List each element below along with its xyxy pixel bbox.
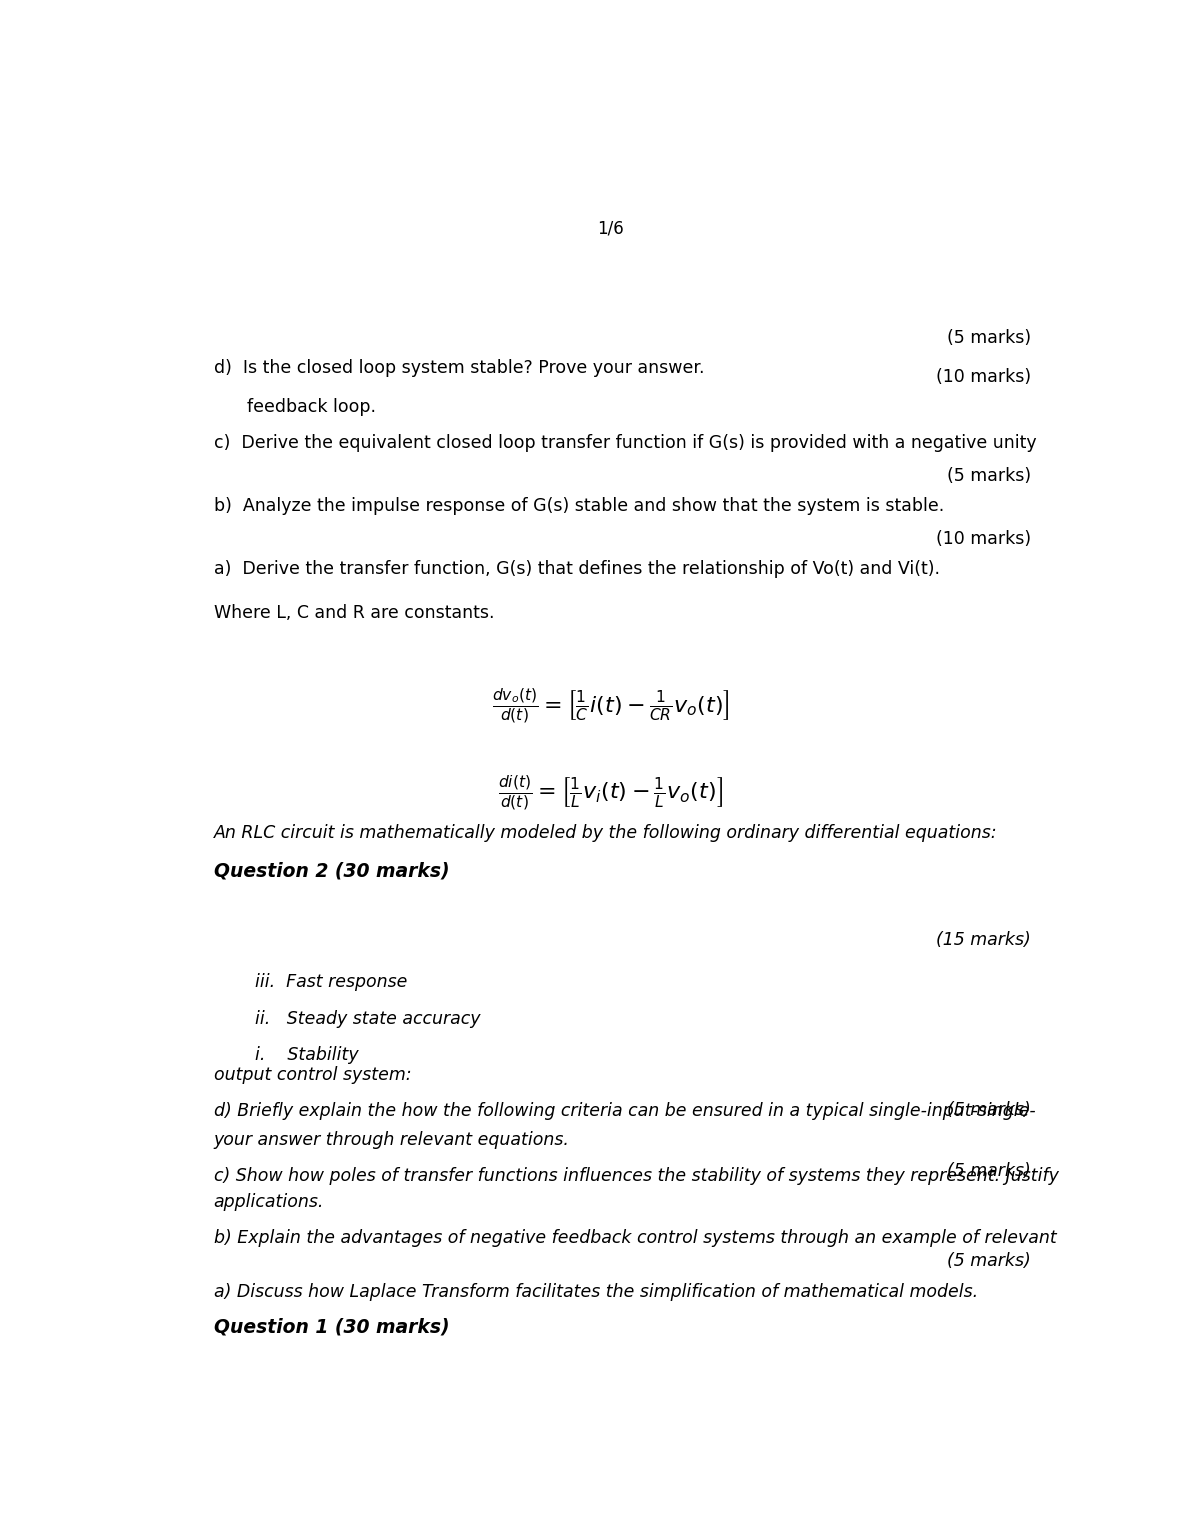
Text: ii.   Steady state accuracy: ii. Steady state accuracy bbox=[255, 1010, 480, 1028]
Text: (5 marks): (5 marks) bbox=[948, 1252, 1031, 1270]
Text: $\frac{dv_o(t)}{d(t)} = \left[\frac{1}{C}i(t) - \frac{1}{CR}v_o(t)\right]$: $\frac{dv_o(t)}{d(t)} = \left[\frac{1}{C… bbox=[492, 687, 730, 726]
Text: Question 1 (30 marks): Question 1 (30 marks) bbox=[213, 1317, 449, 1337]
Text: (5 marks): (5 marks) bbox=[948, 1101, 1031, 1119]
Text: your answer through relevant equations.: your answer through relevant equations. bbox=[213, 1131, 570, 1149]
Text: feedback loop.: feedback loop. bbox=[213, 397, 375, 415]
Text: (15 marks): (15 marks) bbox=[937, 931, 1031, 949]
Text: b) Explain the advantages of negative feedback control systems through an exampl: b) Explain the advantages of negative fe… bbox=[213, 1229, 1056, 1248]
Text: i.    Stability: i. Stability bbox=[255, 1046, 359, 1064]
Text: (10 marks): (10 marks) bbox=[936, 367, 1031, 385]
Text: c)  Derive the equivalent closed loop transfer function if G(s) is provided with: c) Derive the equivalent closed loop tra… bbox=[213, 434, 1036, 452]
Text: applications.: applications. bbox=[213, 1193, 324, 1211]
Text: output control system:: output control system: bbox=[213, 1066, 411, 1084]
Text: d) Briefly explain the how the following criteria can be ensured in a typical si: d) Briefly explain the how the following… bbox=[213, 1102, 1036, 1120]
Text: (5 marks): (5 marks) bbox=[948, 1163, 1031, 1181]
Text: a)  Derive the transfer function, G(s) that defines the relationship of Vo(t) an: a) Derive the transfer function, G(s) th… bbox=[213, 559, 939, 578]
Text: iii.  Fast response: iii. Fast response bbox=[255, 973, 408, 991]
Text: d)  Is the closed loop system stable? Prove your answer.: d) Is the closed loop system stable? Pro… bbox=[213, 359, 704, 377]
Text: Question 2 (30 marks): Question 2 (30 marks) bbox=[213, 861, 449, 881]
Text: $\frac{di(t)}{d(t)} = \left[\frac{1}{L}v_i(t) - \frac{1}{L}v_o(t)\right]$: $\frac{di(t)}{d(t)} = \left[\frac{1}{L}v… bbox=[498, 773, 724, 813]
Text: a) Discuss how Laplace Transform facilitates the simplification of mathematical : a) Discuss how Laplace Transform facilit… bbox=[213, 1283, 977, 1301]
Text: 1/6: 1/6 bbox=[597, 220, 625, 238]
Text: (5 marks): (5 marks) bbox=[948, 329, 1031, 347]
Text: (5 marks): (5 marks) bbox=[948, 467, 1031, 485]
Text: Where L, C and R are constants.: Where L, C and R are constants. bbox=[213, 605, 495, 623]
Text: b)  Analyze the impulse response of G(s) stable and show that the system is stab: b) Analyze the impulse response of G(s) … bbox=[213, 497, 944, 515]
Text: (10 marks): (10 marks) bbox=[936, 529, 1031, 547]
Text: c) Show how poles of transfer functions influences the stability of systems they: c) Show how poles of transfer functions … bbox=[213, 1167, 1058, 1186]
Text: An RLC circuit is mathematically modeled by the following ordinary differential : An RLC circuit is mathematically modeled… bbox=[213, 825, 998, 841]
